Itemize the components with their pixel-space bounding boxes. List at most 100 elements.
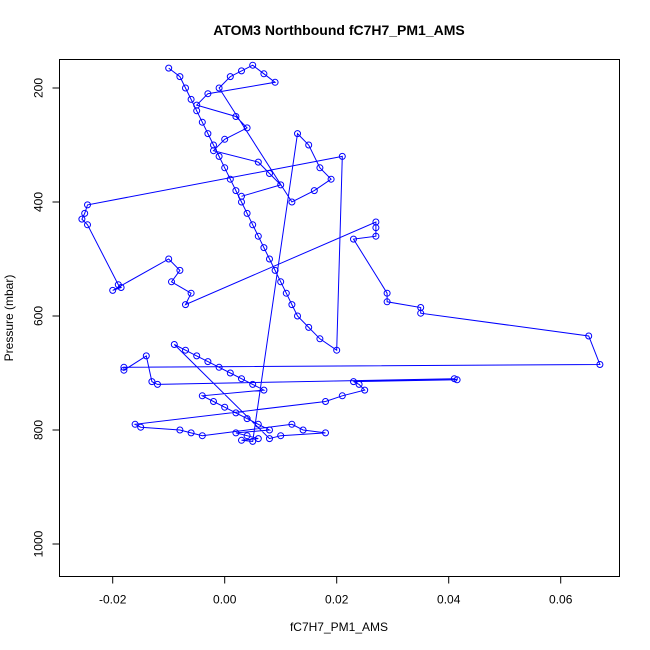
data-point xyxy=(215,363,223,371)
data-point xyxy=(372,224,380,232)
data-point xyxy=(271,78,279,86)
data-point xyxy=(350,378,357,386)
data-point xyxy=(243,209,251,217)
data-point xyxy=(176,266,184,274)
data-point xyxy=(232,409,240,417)
data-point xyxy=(198,118,206,126)
y-axis-label: Pressure (mbar) xyxy=(2,275,16,362)
data-point xyxy=(232,187,240,195)
data-point xyxy=(226,175,234,183)
data-point xyxy=(453,376,461,384)
data-point xyxy=(299,426,307,434)
data-point xyxy=(182,301,189,309)
data-point xyxy=(182,84,189,92)
x-axis-label: fC7H7_PM1_AMS xyxy=(290,620,388,634)
data-point xyxy=(221,164,229,172)
data-point xyxy=(120,363,128,371)
data-layer xyxy=(78,61,604,445)
data-point xyxy=(277,432,285,440)
data-point xyxy=(361,386,369,394)
data-point xyxy=(383,298,391,306)
data-point xyxy=(254,158,262,166)
data-point xyxy=(372,232,380,240)
data-point xyxy=(417,309,425,317)
data-point xyxy=(305,141,313,149)
data-point xyxy=(131,420,139,428)
data-point xyxy=(310,187,318,195)
x-tick-label: 0.06 xyxy=(549,593,573,607)
data-point xyxy=(249,61,257,69)
data-point xyxy=(198,432,206,440)
data-point xyxy=(168,278,175,286)
data-point xyxy=(338,392,346,400)
y-tick-label: 200 xyxy=(32,78,46,98)
data-point xyxy=(182,346,189,354)
data-point xyxy=(81,209,89,217)
data-point xyxy=(165,255,173,263)
data-point xyxy=(277,181,285,189)
data-point xyxy=(238,375,245,383)
data-point xyxy=(215,152,223,160)
data-point xyxy=(333,346,341,354)
data-point xyxy=(204,358,212,366)
data-point xyxy=(260,244,268,252)
data-point xyxy=(288,198,296,206)
data-point xyxy=(350,235,357,243)
data-point xyxy=(120,366,128,374)
x-tick-label: 0.04 xyxy=(437,593,461,607)
data-point xyxy=(193,352,201,360)
data-point xyxy=(254,420,262,428)
data-point xyxy=(142,352,150,360)
data-point xyxy=(187,429,195,437)
y-tick-label: 1000 xyxy=(32,530,46,557)
data-point xyxy=(288,301,296,309)
data-point xyxy=(176,73,184,81)
series-line xyxy=(81,64,601,442)
data-point xyxy=(322,398,329,405)
data-point xyxy=(238,67,245,75)
data-point xyxy=(355,380,363,388)
data-point xyxy=(294,130,301,138)
data-point xyxy=(327,175,335,183)
data-point xyxy=(78,215,86,223)
y-tick-label: 400 xyxy=(32,192,46,212)
data-point xyxy=(254,435,262,443)
data-point xyxy=(226,369,234,377)
data-point xyxy=(271,266,279,274)
data-point xyxy=(254,232,262,240)
x-tick-label: 0.00 xyxy=(213,593,237,607)
data-point xyxy=(243,415,251,423)
data-point xyxy=(187,95,195,103)
data-point xyxy=(193,101,201,109)
data-point xyxy=(117,284,125,291)
data-point xyxy=(238,436,245,444)
data-point xyxy=(243,124,251,132)
data-point xyxy=(215,84,223,92)
data-point xyxy=(204,90,212,98)
chart-title: ATOM3 Northbound fC7H7_PM1_AMS xyxy=(213,22,465,38)
data-point xyxy=(210,398,217,405)
data-point xyxy=(294,312,301,320)
data-point xyxy=(288,420,296,428)
y-tick-label: 800 xyxy=(32,420,46,440)
data-point xyxy=(84,221,91,229)
data-point xyxy=(238,192,245,200)
data-point xyxy=(596,361,604,368)
data-point xyxy=(210,147,217,155)
data-point xyxy=(165,64,173,72)
data-point xyxy=(232,113,240,120)
data-point xyxy=(316,164,324,172)
data-point xyxy=(221,403,229,411)
data-point xyxy=(176,426,184,434)
plot-frame xyxy=(59,59,620,577)
data-point xyxy=(585,332,593,340)
data-point xyxy=(260,70,268,78)
data-point xyxy=(243,432,251,440)
data-point xyxy=(266,170,273,177)
y-tick-label: 600 xyxy=(32,306,46,326)
data-point xyxy=(338,152,346,160)
x-tick-label: -0.02 xyxy=(99,593,127,607)
data-point xyxy=(277,278,285,286)
y-axis: 200 400 600 800 1000 xyxy=(32,78,60,557)
